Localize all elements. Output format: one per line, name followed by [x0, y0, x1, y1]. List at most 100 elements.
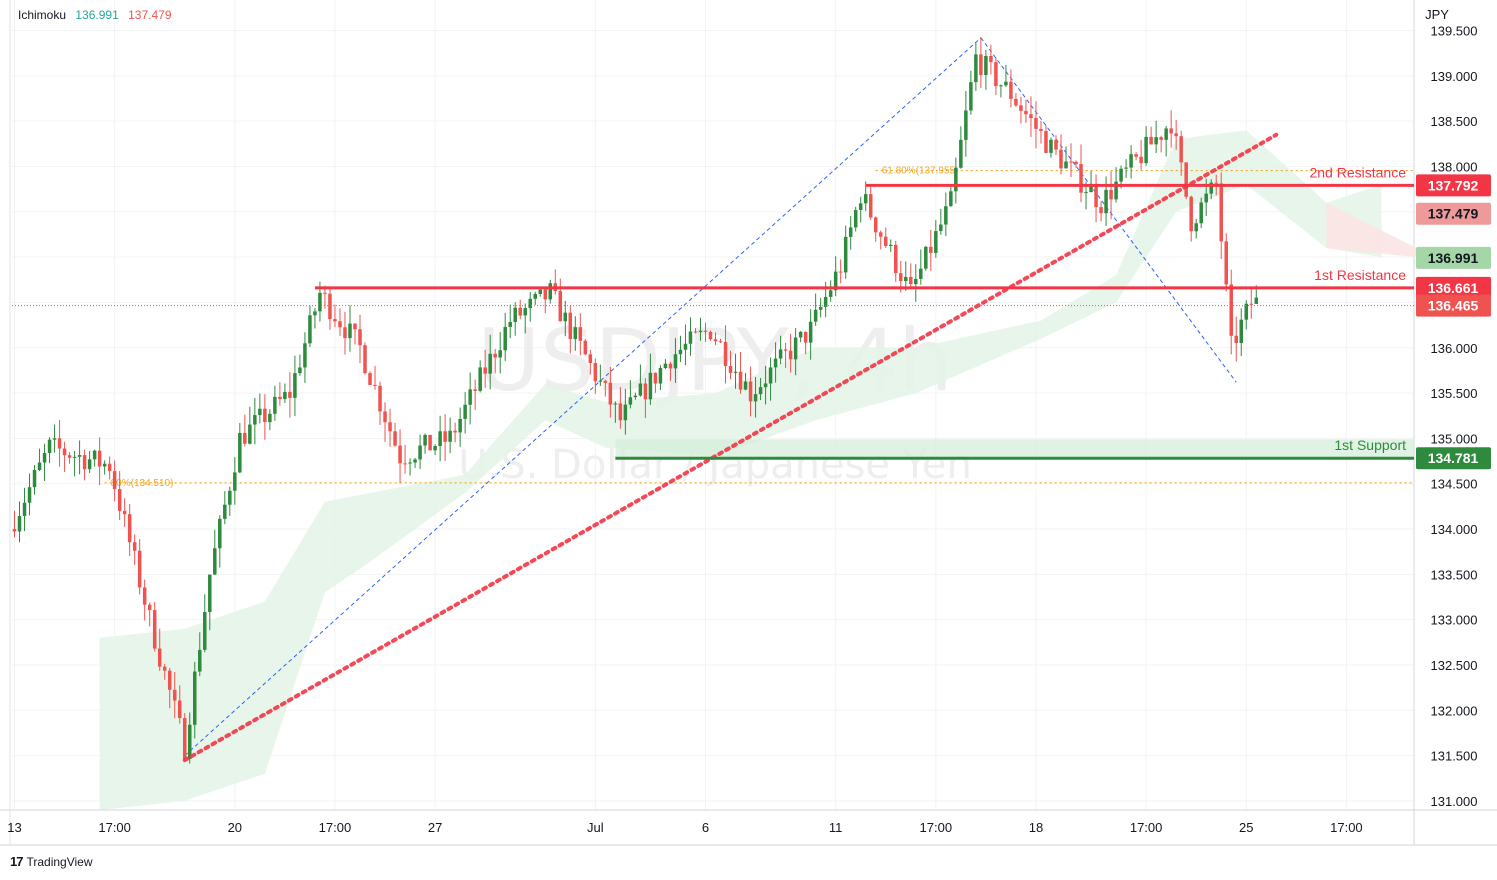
candle-body — [848, 227, 853, 237]
candle-body — [358, 329, 362, 346]
candle-body — [338, 321, 342, 328]
candle-body — [248, 424, 252, 444]
candle-body — [177, 700, 182, 719]
candle-body — [388, 422, 392, 432]
candle-body — [453, 430, 457, 433]
candle-body — [343, 327, 347, 339]
candle-body — [1209, 182, 1213, 194]
candle-body — [127, 514, 132, 543]
time-tick-label: 11 — [829, 820, 843, 835]
candle-body — [568, 312, 573, 340]
candle-body — [172, 689, 177, 701]
candle-body — [994, 62, 998, 87]
price-tick-label: 135.500 — [1431, 386, 1478, 401]
time-axis[interactable]: 13 17:00 20 17:00 27 Jul 6 11 17:00 18 17:00 25 17:0… — [7, 820, 1362, 835]
candle-body — [733, 371, 738, 373]
candle-body — [473, 389, 477, 391]
candle-body — [984, 55, 988, 76]
indicator-legend[interactable]: Ichimoku 136.991 137.479 — [18, 8, 178, 22]
candle-body — [999, 85, 1003, 87]
price-tag-label: 134.781 — [1428, 450, 1479, 466]
candle-body — [718, 341, 723, 343]
candle-body — [613, 403, 618, 405]
time-tick-label: 18 — [1029, 820, 1043, 835]
time-tick-label: 20 — [228, 820, 242, 835]
candle-body — [944, 206, 948, 225]
candle-body — [853, 209, 858, 228]
price-tick-label: 138.000 — [1431, 159, 1478, 174]
candle-body — [162, 666, 167, 671]
candle-body — [1194, 223, 1198, 232]
trend-line-dotted — [182, 132, 1279, 763]
candle-body — [233, 472, 237, 491]
candle-body — [548, 283, 553, 300]
tradingview-icon: 17 — [10, 854, 24, 869]
price-tick-label: 136.000 — [1431, 341, 1478, 356]
candle-body — [919, 268, 923, 279]
fib-label: 80%(134.510) — [111, 478, 174, 489]
candle-body — [1004, 81, 1008, 86]
candle-body — [1064, 161, 1068, 169]
candle-body — [1124, 167, 1128, 169]
candle-body — [493, 353, 497, 358]
candle-body — [743, 381, 748, 390]
candle-body — [137, 550, 142, 588]
candle-body — [518, 307, 522, 316]
candle-body — [899, 273, 903, 282]
candle-body — [1184, 162, 1188, 197]
candle-body — [503, 326, 507, 351]
price-tick-label: 135.000 — [1431, 431, 1478, 446]
candle-body — [703, 330, 708, 332]
candle-body — [228, 490, 232, 505]
candle-body — [788, 350, 793, 360]
price-tick-label: 132.500 — [1431, 658, 1478, 673]
candle-body — [673, 354, 678, 369]
candle-body — [363, 345, 367, 374]
candle-body — [628, 397, 633, 405]
candle-body — [778, 349, 783, 359]
candle-body — [218, 518, 222, 549]
candle-body — [648, 372, 653, 400]
candle-body — [1039, 128, 1043, 131]
candle-body — [808, 321, 813, 343]
candle-body — [132, 542, 137, 551]
time-tick-label: 17:00 — [319, 820, 352, 835]
candle-body — [959, 139, 963, 168]
candle-body — [288, 391, 292, 398]
trend-line[interactable] — [182, 132, 1279, 763]
candle-body — [638, 383, 643, 396]
candle-body — [52, 438, 57, 440]
candle-body — [683, 343, 688, 350]
candle-body — [723, 341, 728, 367]
candle-body — [423, 434, 427, 446]
candle-body — [1074, 161, 1078, 165]
candle-body — [318, 292, 322, 312]
levels[interactable]: 2nd Resistance 1st Resistance 1st Support — [12, 164, 1414, 460]
candle-body — [1069, 161, 1073, 163]
candle-body — [909, 276, 913, 285]
candle-body — [57, 438, 62, 449]
candle-body — [828, 290, 833, 297]
time-tick-label: 17:00 — [920, 820, 953, 835]
candle-body — [12, 529, 17, 532]
candle-body — [333, 318, 337, 322]
indicator-value-1: 136.991 — [75, 8, 119, 22]
candle-body — [914, 278, 918, 285]
candle-body — [588, 354, 593, 364]
price-tag-label: 136.991 — [1428, 250, 1479, 266]
candle-body — [208, 574, 212, 612]
candle-body — [1044, 130, 1048, 153]
tradingview-logo[interactable]: 17 TradingView — [10, 854, 93, 869]
candle-body — [533, 293, 537, 299]
candle-body — [1169, 128, 1173, 134]
candle-body — [182, 718, 187, 759]
candle-body — [728, 366, 733, 373]
candle-body — [818, 306, 823, 310]
candle-body — [904, 276, 908, 282]
candle-body — [323, 292, 327, 294]
candle-body — [253, 415, 257, 425]
candle-body — [92, 450, 97, 460]
currency-label: JPY — [1425, 7, 1449, 22]
candle-body — [513, 307, 517, 323]
